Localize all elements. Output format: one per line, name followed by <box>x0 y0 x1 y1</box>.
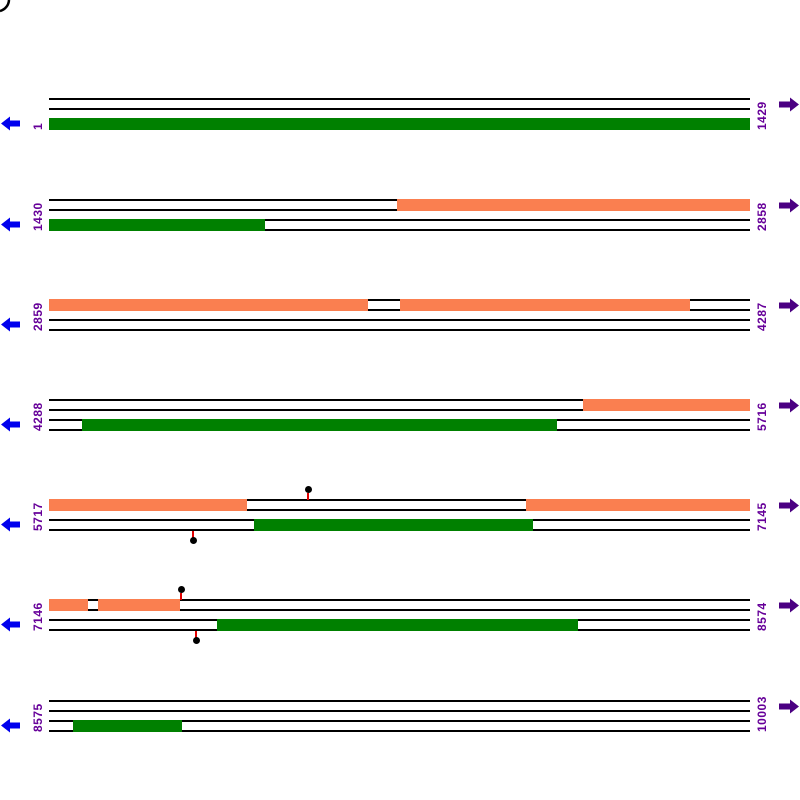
row-end-position-label: 2858 <box>755 202 769 231</box>
forward-strand-arrow-icon <box>778 699 800 714</box>
row-start-position-label: 2859 <box>31 302 45 331</box>
row-start-position-label: 8575 <box>31 703 45 732</box>
reverse-strand-feature-bar <box>73 720 182 732</box>
reverse-strand-feature-bar <box>82 419 557 431</box>
forward-strand-feature-bar <box>98 599 180 611</box>
frame-line <box>49 499 750 501</box>
forward-strand-arrow-icon <box>778 598 800 613</box>
frame-line <box>49 229 750 231</box>
reverse-strand-arrow-icon <box>1 217 21 232</box>
forward-strand-arrow-icon <box>778 198 800 213</box>
row-end-position-label: 8574 <box>755 602 769 631</box>
row-end-position-label: 10003 <box>755 696 769 732</box>
forward-strand-feature-bar <box>400 299 690 311</box>
reverse-strand-arrow-icon <box>1 116 21 131</box>
frame-line <box>49 219 750 221</box>
site-marker-stem <box>192 531 194 538</box>
row-start-position-label: 1430 <box>31 202 45 231</box>
frame-line <box>49 409 750 411</box>
site-marker-stem <box>307 493 309 500</box>
frame-line <box>49 108 750 110</box>
forward-strand-arrow-icon <box>778 398 800 413</box>
frame-line <box>49 720 750 722</box>
forward-strand-feature-bar <box>397 199 750 211</box>
frame-line <box>49 399 750 401</box>
frame-line <box>49 710 750 712</box>
reverse-strand-arrow-icon <box>1 417 21 432</box>
frame-line <box>49 319 750 321</box>
frame-line <box>49 329 750 331</box>
reverse-strand-feature-bar <box>49 219 265 231</box>
forward-strand-feature-bar <box>49 299 368 311</box>
row-end-position-label: 1429 <box>755 101 769 130</box>
forward-strand-feature-bar <box>526 499 750 511</box>
row-end-position-label: 4287 <box>755 302 769 331</box>
row-start-position-label: 7146 <box>31 602 45 631</box>
row-end-position-label: 7145 <box>755 502 769 531</box>
frame-line <box>49 599 750 601</box>
forward-strand-arrow-icon <box>778 97 800 112</box>
corner-arc-icon <box>0 0 11 13</box>
frame-line <box>49 299 750 301</box>
frame-line <box>49 609 750 611</box>
reverse-strand-feature-bar <box>49 118 750 130</box>
site-marker-dot-icon <box>193 637 200 644</box>
frame-line <box>49 700 750 702</box>
frame-line <box>49 509 750 511</box>
frame-line <box>49 730 750 732</box>
reverse-strand-feature-bar <box>217 619 578 631</box>
site-marker-stem <box>180 593 182 600</box>
reverse-strand-feature-bar <box>254 519 533 531</box>
reverse-strand-arrow-icon <box>1 617 21 632</box>
site-marker-dot-icon <box>305 486 312 493</box>
frame-line <box>49 309 750 311</box>
row-end-position-label: 5716 <box>755 402 769 431</box>
reverse-strand-arrow-icon <box>1 517 21 532</box>
forward-strand-feature-bar <box>583 399 750 411</box>
reverse-strand-arrow-icon <box>1 317 21 332</box>
frame-line <box>49 98 750 100</box>
site-marker-dot-icon <box>178 586 185 593</box>
row-start-position-label: 5717 <box>31 502 45 531</box>
forward-strand-arrow-icon <box>778 298 800 313</box>
row-start-position-label: 4288 <box>31 402 45 431</box>
forward-strand-feature-bar <box>49 499 247 511</box>
site-marker-stem <box>195 631 197 638</box>
site-marker-dot-icon <box>190 537 197 544</box>
row-start-position-label: 1 <box>31 122 45 130</box>
forward-strand-arrow-icon <box>778 498 800 513</box>
reverse-strand-arrow-icon <box>1 718 21 733</box>
forward-strand-feature-bar <box>49 599 88 611</box>
